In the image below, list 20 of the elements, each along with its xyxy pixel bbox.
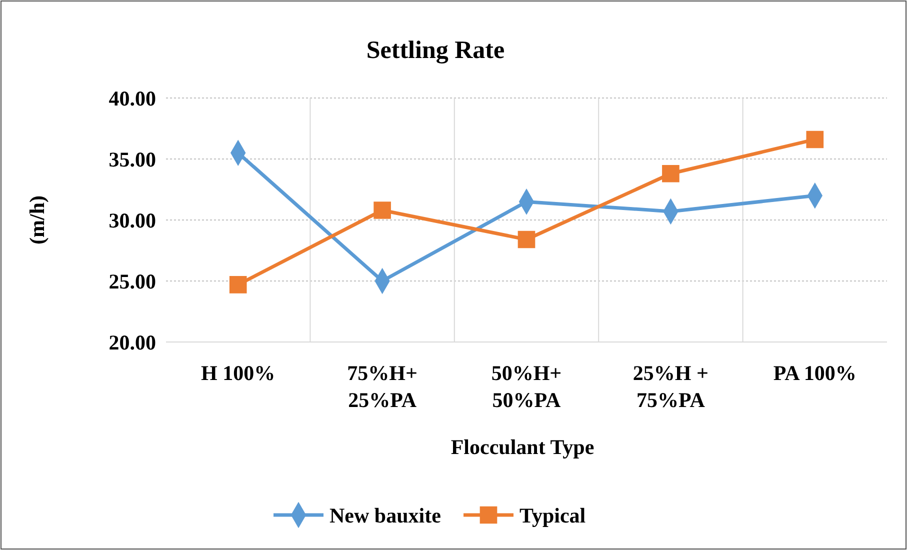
x-tick-label: 75%H+ 25%PA [347,361,418,412]
y-axis-title: (m/h) [25,196,49,244]
x-tick-label: 50%H+ 50%PA [491,361,562,412]
point [806,130,824,148]
x-tick-label: H 100% [201,361,276,385]
x-tick-label: 25%H + 75%PA [632,361,708,412]
x-axis-title: Flocculant Type [450,435,594,459]
y-tick-label: 25.00 [108,269,156,294]
y-tick-label: 35.00 [108,147,156,172]
point [229,276,247,294]
x-tick-label: PA 100% [773,361,856,385]
chart-title: Settling Rate [366,37,505,64]
y-tick-label: 30.00 [108,208,156,232]
y-tick-label: 20.00 [108,330,156,354]
point [518,230,536,248]
point [662,164,680,182]
y-tick-label: 40.00 [108,86,156,110]
point [374,202,391,219]
legend-label: Typical [520,503,586,528]
legend-label: New bauxite [330,503,441,528]
